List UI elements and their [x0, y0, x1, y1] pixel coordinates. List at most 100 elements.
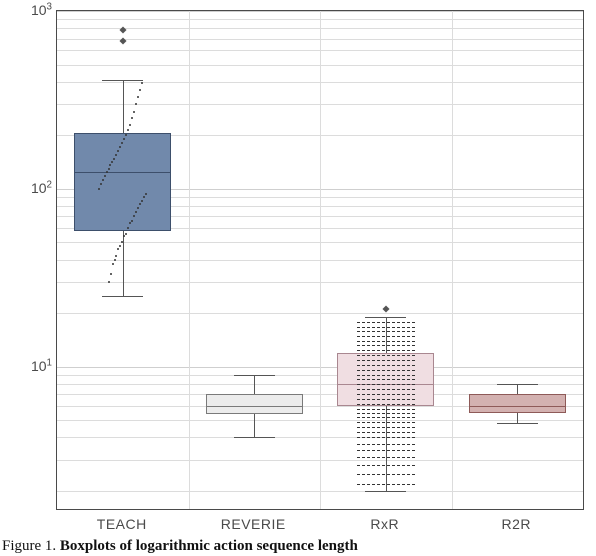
jitter-point	[141, 200, 143, 202]
jitter-point	[119, 245, 121, 247]
density-dash	[357, 474, 415, 475]
whisker-cap-lo	[497, 423, 538, 424]
jitter-point	[131, 117, 133, 119]
jitter-point	[127, 227, 129, 229]
whisker-cap-lo	[365, 491, 406, 492]
whisker-cap-hi	[234, 375, 275, 376]
jitter-point	[133, 215, 135, 217]
density-dash	[357, 379, 415, 380]
density-dash	[357, 399, 415, 400]
density-dash	[357, 404, 415, 405]
grid-v	[452, 11, 453, 509]
density-dash	[357, 465, 415, 466]
jitter-point	[143, 196, 145, 198]
density-dash	[357, 437, 415, 438]
jitter-point	[98, 188, 100, 190]
density-dash	[357, 384, 415, 385]
density-dash	[357, 457, 415, 458]
density-dash	[357, 444, 415, 445]
density-dash	[357, 341, 415, 342]
density-dash	[357, 422, 415, 423]
grid-v	[320, 11, 321, 509]
median-line	[74, 172, 171, 173]
density-dash	[357, 375, 415, 376]
density-dash	[357, 322, 415, 323]
jitter-point	[117, 248, 119, 250]
density-dash	[357, 365, 415, 366]
box-r2r	[469, 394, 566, 413]
jitter-point	[131, 220, 133, 222]
figure-caption-partial: Figure 1. Boxplots of logarithmic action…	[0, 538, 596, 555]
jitter-point	[102, 179, 104, 181]
jitter-point	[133, 111, 135, 113]
density-dash	[357, 370, 415, 371]
jitter-point	[121, 142, 123, 144]
density-dash	[357, 394, 415, 395]
jitter-point	[137, 96, 139, 98]
jitter-point	[127, 129, 129, 131]
x-tick-label: REVERIE	[221, 516, 286, 532]
density-dash	[357, 413, 415, 414]
jitter-point	[145, 193, 147, 195]
jitter-point	[104, 175, 106, 177]
jitter-point	[117, 150, 119, 152]
jitter-point	[125, 134, 127, 136]
whisker-cap-hi	[102, 80, 143, 81]
density-dash	[357, 427, 415, 428]
jitter-point	[109, 164, 111, 166]
outlier-marker	[382, 306, 389, 313]
whisker-lower	[517, 413, 518, 424]
jitter-point	[141, 82, 143, 84]
jitter-point	[135, 211, 137, 213]
jitter-point	[115, 255, 117, 257]
jitter-point	[121, 241, 123, 243]
jitter-point	[115, 154, 117, 156]
boxplot-chart: Figure 1. Boxplots of logarithmic action…	[0, 0, 596, 556]
caption-bold-text: Boxplots of logarithmic action sequence …	[60, 538, 358, 554]
jitter-point	[139, 89, 141, 91]
whisker-upper	[123, 80, 124, 134]
whisker-lower	[254, 414, 255, 437]
density-dash	[357, 350, 415, 351]
jitter-point	[110, 273, 112, 275]
y-tick-label: 103	[31, 2, 52, 18]
density-dash	[357, 409, 415, 410]
density-dash	[357, 360, 415, 361]
jitter-point	[111, 161, 113, 163]
box-teach	[74, 133, 171, 231]
density-dash	[357, 450, 415, 451]
jitter-point	[108, 281, 110, 283]
density-dash	[357, 331, 415, 332]
jitter-point	[137, 207, 139, 209]
whisker-upper	[254, 375, 255, 394]
jitter-point	[108, 168, 110, 170]
density-dash	[357, 336, 415, 337]
y-tick-label: 102	[31, 180, 52, 196]
jitter-point	[106, 171, 108, 173]
jitter-point	[112, 263, 114, 265]
jitter-point	[129, 222, 131, 224]
density-dash	[357, 345, 415, 346]
x-tick-label: TEACH	[97, 516, 147, 532]
jitter-point	[119, 146, 121, 148]
density-dash	[357, 417, 415, 418]
whisker-cap-hi	[365, 317, 406, 318]
x-tick-label: RxR	[370, 516, 399, 532]
box-reverie	[206, 394, 303, 414]
x-tick-label: R2R	[501, 516, 531, 532]
outlier-marker	[119, 27, 126, 34]
jitter-point	[125, 233, 127, 235]
plot-frame	[56, 10, 584, 510]
jitter-point	[123, 235, 125, 237]
whisker-lower	[386, 406, 387, 491]
grid-v	[189, 11, 190, 509]
jitter-point	[129, 124, 131, 126]
density-dash	[357, 355, 415, 356]
whisker-upper	[517, 384, 518, 394]
y-tick-label: 101	[31, 358, 52, 374]
jitter-point	[123, 138, 125, 140]
density-dash	[357, 389, 415, 390]
whisker-cap-lo	[234, 437, 275, 438]
jitter-point	[139, 203, 141, 205]
jitter-point	[135, 103, 137, 105]
